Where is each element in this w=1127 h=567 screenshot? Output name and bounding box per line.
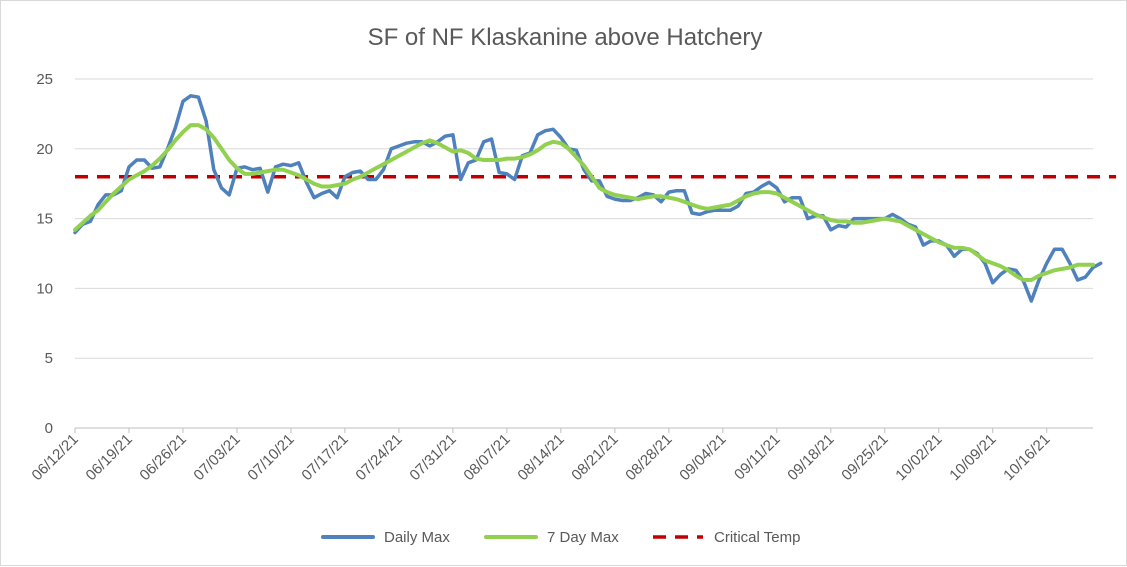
x-tick-label: 08/07/21 xyxy=(460,431,513,484)
chart-title: SF of NF Klaskanine above Hatchery xyxy=(368,24,763,51)
y-tick-label: 0 xyxy=(45,420,53,437)
x-tick-label: 08/21/21 xyxy=(568,431,621,484)
x-tick-label: 10/02/21 xyxy=(892,431,945,484)
y-tick-label: 15 xyxy=(36,211,53,228)
series-line-daily-max xyxy=(73,94,1103,303)
x-tick-label: 06/26/21 xyxy=(136,431,189,484)
x-tick-label: 06/12/21 xyxy=(29,431,82,484)
gridlines xyxy=(75,78,1093,429)
x-tick-label: 07/17/21 xyxy=(298,431,351,484)
series-line-7-day-max xyxy=(73,123,1095,282)
x-tick-label: 10/16/21 xyxy=(1000,431,1053,484)
x-tick-label: 08/28/21 xyxy=(622,431,675,484)
x-tick-label: 09/25/21 xyxy=(838,431,891,484)
x-tick-label: 09/11/21 xyxy=(731,431,784,484)
x-tick-label: 09/04/21 xyxy=(676,431,729,484)
y-tick-label: 25 xyxy=(36,71,53,88)
series-lines xyxy=(73,94,1117,303)
x-tick-label: 07/10/21 xyxy=(244,431,297,484)
x-tick-label: 07/03/21 xyxy=(190,431,243,484)
x-axis: 06/12/21 06/19/21 06/26/21 07/03/21 07/10/21… xyxy=(29,428,1054,484)
x-tick-label: 07/24/21 xyxy=(352,431,405,484)
y-tick-label: 20 xyxy=(36,141,53,158)
x-tick-label: 09/18/21 xyxy=(784,431,837,484)
y-tick-label: 5 xyxy=(45,350,53,367)
y-axis: 0 5 10 15 20 25 xyxy=(36,71,53,437)
x-tick-label: 07/31/21 xyxy=(406,431,459,484)
y-tick-label: 10 xyxy=(36,280,53,297)
x-tick-label: 06/19/21 xyxy=(83,431,136,484)
x-tick-label: 08/14/21 xyxy=(514,431,567,484)
legend-label-critical-temp: Critical Temp xyxy=(714,529,800,546)
legend-label-7-day-max: 7 Day Max xyxy=(547,529,619,546)
x-tick-label: 10/09/21 xyxy=(946,431,999,484)
legend-label-daily-max: Daily Max xyxy=(384,529,450,546)
legend: Daily Max 7 Day Max Critical Temp xyxy=(321,529,800,546)
